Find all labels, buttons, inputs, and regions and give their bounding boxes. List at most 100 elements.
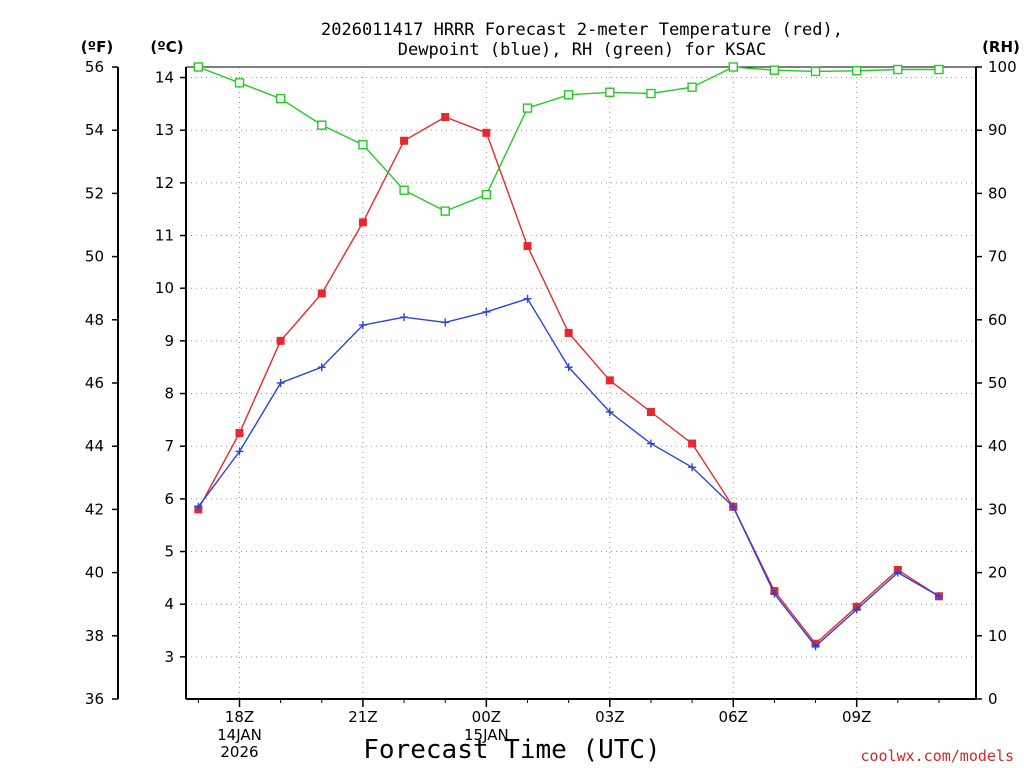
temperature-data-point xyxy=(688,439,697,448)
fahrenheit-tick-label: 56 xyxy=(85,58,104,76)
temperature-data-point xyxy=(317,289,326,298)
celsius-tick-label: 10 xyxy=(155,279,174,297)
dewpoint-data-point xyxy=(605,407,614,416)
celsius-axis-unit: (ºC) xyxy=(150,38,183,56)
celsius-tick-label: 6 xyxy=(164,490,174,508)
celsius-tick-label: 9 xyxy=(164,332,174,350)
dewpoint-data-point xyxy=(893,568,902,577)
rh-data-point xyxy=(893,64,903,75)
dewpoint-data-point xyxy=(523,294,532,303)
rh-data-point xyxy=(275,93,286,104)
rh-data-point xyxy=(728,62,738,72)
rh-tick-label: 40 xyxy=(988,437,1007,455)
x-tick-label: 00Z xyxy=(472,708,501,726)
rh-data-point xyxy=(481,189,492,200)
temperature-data-point xyxy=(646,407,655,416)
series-layer xyxy=(193,62,944,651)
temperature-data-point xyxy=(235,429,244,438)
rh-tick-label: 60 xyxy=(988,311,1007,329)
rh-data-point xyxy=(399,185,409,195)
dewpoint-data-point xyxy=(400,313,409,322)
rh-tick-label: 20 xyxy=(988,564,1007,582)
celsius-tick-label: 8 xyxy=(164,385,174,403)
fahrenheit-tick-label: 42 xyxy=(85,500,104,518)
dewpoint-data-point xyxy=(646,439,655,448)
rh-tick-label: 80 xyxy=(988,184,1007,202)
dewpoint-data-point xyxy=(688,463,697,472)
fahrenheit-tick-label: 40 xyxy=(85,564,104,582)
fahrenheit-tick-label: 38 xyxy=(85,627,104,645)
x-tick-label: 18Z xyxy=(225,708,254,726)
x-tick-label: 06Z xyxy=(719,708,748,726)
rh-data-point xyxy=(317,120,327,130)
rh-data-point xyxy=(769,65,780,75)
rh-tick-label: 0 xyxy=(988,690,998,708)
chart-title-line1: 2026011417 HRRR Forecast 2-meter Tempera… xyxy=(321,20,843,40)
rh-tick-label: 30 xyxy=(988,500,1007,518)
dewpoint-series-line xyxy=(197,297,940,648)
rh-tick-label: 90 xyxy=(988,121,1007,139)
celsius-tick-label: 11 xyxy=(155,227,174,245)
grid-layer xyxy=(186,67,976,699)
celsius-tick-label: 4 xyxy=(164,595,174,613)
celsius-tick-label: 12 xyxy=(155,174,174,192)
dewpoint-data-point xyxy=(441,318,450,327)
fahrenheit-tick-label: 36 xyxy=(85,690,104,708)
rh-data-point xyxy=(934,64,944,75)
fahrenheit-tick-label: 48 xyxy=(85,311,104,329)
fahrenheit-tick-label: 54 xyxy=(85,121,104,139)
celsius-tick-label: 14 xyxy=(155,69,174,87)
rh-tick-label: 70 xyxy=(988,248,1007,266)
temperature-data-point xyxy=(523,242,532,251)
celsius-tick-label: 3 xyxy=(164,648,174,666)
x-date-label: 15JAN xyxy=(464,726,509,744)
rh-tick-label: 10 xyxy=(988,627,1007,645)
fahrenheit-tick-label: 46 xyxy=(85,374,104,392)
temperature-data-point xyxy=(564,328,573,337)
credit-label: coolwx.com/models xyxy=(860,747,1014,765)
x-axis-title: Forecast Time (UTC) xyxy=(363,735,660,765)
dewpoint-data-point xyxy=(729,502,738,511)
dewpoint-data-point xyxy=(770,589,779,598)
dewpoint-data-point xyxy=(811,642,820,651)
temperature-data-point xyxy=(276,336,285,345)
rh-data-point xyxy=(358,140,368,150)
temperature-data-point xyxy=(605,376,614,385)
rh-tick-label: 50 xyxy=(988,374,1007,392)
celsius-tick-label: 13 xyxy=(155,121,174,139)
rh-data-point xyxy=(522,103,533,113)
rh-axis-unit: (RH) xyxy=(982,38,1020,56)
rh-data-point xyxy=(563,90,574,100)
x-tick-label: 21Z xyxy=(348,708,377,726)
dewpoint-data-point xyxy=(852,605,861,614)
rh-data-point xyxy=(605,87,615,97)
dewpoint-data-point xyxy=(564,363,573,372)
rh-data-point xyxy=(646,88,656,99)
dewpoint-data-point xyxy=(317,363,326,372)
chart-title-line2: Dewpoint (blue), RH (green) for KSAC xyxy=(398,40,766,60)
temperature-data-point xyxy=(400,136,409,145)
fahrenheit-tick-label: 50 xyxy=(85,248,104,266)
rh-data-point xyxy=(234,78,245,88)
x-tick-label: 09Z xyxy=(842,708,871,726)
dewpoint-data-point xyxy=(934,592,943,601)
celsius-tick-label: 5 xyxy=(164,543,174,561)
dewpoint-data-point xyxy=(358,321,367,330)
dewpoint-data-point xyxy=(482,307,491,316)
rh-data-point xyxy=(440,206,450,216)
axes-layer: 3638404244464850525456345678910111213140… xyxy=(85,58,1017,761)
rh-data-point xyxy=(193,62,204,72)
temperature-series-line xyxy=(197,116,940,645)
rh-data-point xyxy=(687,82,697,92)
temperature-data-point xyxy=(482,128,491,137)
fahrenheit-tick-label: 44 xyxy=(85,437,104,455)
fahrenheit-tick-label: 52 xyxy=(85,184,104,202)
rh-data-point xyxy=(810,66,821,77)
x-date-label: 2026 xyxy=(220,743,258,761)
dewpoint-data-point xyxy=(194,502,203,511)
rh-series-line xyxy=(198,66,939,212)
dewpoint-data-point xyxy=(276,379,285,387)
dewpoint-data-point xyxy=(235,447,244,456)
rh-data-point xyxy=(851,66,862,76)
